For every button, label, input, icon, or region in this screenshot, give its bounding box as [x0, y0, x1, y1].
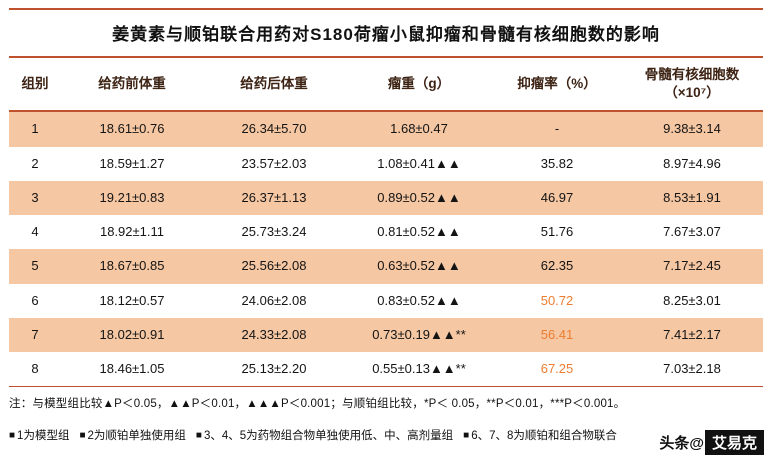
- cell-marrow-count: 7.67±3.07: [663, 224, 721, 240]
- cell-marrow-count: 7.17±2.45: [663, 258, 721, 274]
- table-note: 注：与模型组比较▲P＜0.05，▲▲P＜0.01，▲▲▲P＜0.001；与顺铂组…: [9, 398, 626, 411]
- legend-item-label: 6、7、8为顺铂和组合物联合: [471, 430, 617, 443]
- legend-item: ■ 1为模型组: [9, 427, 69, 443]
- table-body: 1 18.61±0.76 26.34±5.70 1.68±0.47 - 9.38…: [9, 111, 763, 386]
- cell-tumor-weight: 1.68±0.47: [390, 121, 448, 137]
- cell-group: 6: [31, 292, 39, 308]
- table-row: 1 18.61±0.76 26.34±5.70 1.68±0.47 - 9.38…: [9, 111, 763, 147]
- table-row: 3 19.21±0.83 26.37±1.13 0.89±0.52▲▲ 46.9…: [9, 180, 763, 216]
- cell-group: 8: [31, 361, 39, 377]
- legend-square-icon: ■: [195, 429, 202, 441]
- table-row: 2 18.59±1.27 23.57±2.03 1.08±0.41▲▲ 35.8…: [9, 147, 763, 181]
- cell-marrow-count: 8.53±1.91: [663, 189, 721, 205]
- cell-inhibition-rate: 51.76: [540, 224, 574, 240]
- watermark: 头条@ 艾易克: [653, 430, 764, 455]
- table-row: 6 18.12±0.57 24.06±2.08 0.83±0.52▲▲ 50.7…: [9, 284, 763, 318]
- page-title: 姜黄素与顺铂联合用药对S180荷瘤小鼠抑瘤和骨髓有核细胞数的影响: [112, 25, 660, 44]
- cell-post-weight: 23.57±2.03: [241, 155, 307, 171]
- cell-pre-weight: 18.59±1.27: [99, 155, 165, 171]
- cell-inhibition-rate: -: [554, 121, 560, 137]
- cell-group: 7: [31, 326, 39, 342]
- cell-post-weight: 25.73±3.24: [241, 224, 307, 240]
- legend-square-icon: ■: [9, 429, 16, 441]
- cell-tumor-weight: 1.08±0.41▲▲: [377, 155, 461, 171]
- cell-post-weight: 24.33±2.08: [241, 326, 307, 342]
- cell-inhibition-rate: 46.97: [540, 189, 574, 205]
- watermark-prefix: 头条@: [659, 435, 704, 452]
- cell-group: 4: [31, 224, 39, 240]
- col-header-group: 组别: [9, 58, 61, 113]
- top-rule: [9, 8, 763, 10]
- cell-group: 5: [31, 258, 39, 274]
- cell-inhibition-rate: 67.25: [540, 361, 574, 377]
- cell-inhibition-rate: 50.72: [540, 292, 574, 308]
- cell-group: 2: [31, 155, 39, 171]
- cell-marrow-count: 7.41±2.17: [663, 326, 721, 342]
- col-header-post-weight: 给药后体重: [203, 58, 345, 113]
- cell-group: 3: [31, 189, 39, 205]
- table-row: 7 18.02±0.91 24.33±2.08 0.73±0.19▲▲** 56…: [9, 317, 763, 353]
- legend-item-label: 1为模型组: [17, 430, 70, 443]
- watermark-name: 艾易克: [704, 430, 764, 455]
- table-header: 组别 给药前体重 给药后体重 瘤重（g） 抑瘤率（%） 骨髓有核细胞数 （×10…: [9, 58, 763, 113]
- data-table: 组别 给药前体重 给药后体重 瘤重（g） 抑瘤率（%） 骨髓有核细胞数 （×10…: [9, 58, 763, 386]
- cell-inhibition-rate: 56.41: [540, 326, 574, 342]
- title-rule: [9, 56, 763, 58]
- col-header-inhibition-rate: 抑瘤率（%）: [493, 58, 621, 113]
- legend-square-icon: ■: [463, 429, 470, 441]
- col-header-tumor-weight: 瘤重（g）: [345, 58, 493, 113]
- legend-item-label: 2为顺铂单独使用组: [87, 430, 186, 443]
- cell-pre-weight: 18.92±1.11: [99, 224, 164, 240]
- cell-tumor-weight: 0.73±0.19▲▲**: [372, 326, 466, 342]
- legend-item: ■ 3、4、5为药物组合物单独使用低、中、高剂量组: [196, 427, 453, 443]
- table-row: 5 18.67±0.85 25.56±2.08 0.63±0.52▲▲ 62.3…: [9, 249, 763, 284]
- cell-post-weight: 26.37±1.13: [241, 189, 307, 205]
- cell-tumor-weight: 0.55±0.13▲▲**: [372, 361, 466, 377]
- cell-tumor-weight: 0.83±0.52▲▲: [377, 292, 461, 308]
- cell-pre-weight: 19.21±0.83: [99, 189, 165, 205]
- table-row: 8 18.46±1.05 25.13±2.20 0.55±0.13▲▲** 67…: [9, 352, 763, 386]
- cell-marrow-count: 7.03±2.18: [663, 361, 721, 377]
- cell-tumor-weight: 0.81±0.52▲▲: [377, 224, 461, 240]
- cell-marrow-count: 8.97±4.96: [663, 155, 721, 171]
- cell-post-weight: 24.06±2.08: [241, 292, 307, 308]
- col-header-marrow-count: 骨髓有核细胞数 （×10⁷）: [621, 58, 763, 113]
- bottom-rule: [9, 386, 763, 388]
- col-header-pre-weight: 给药前体重: [61, 58, 203, 113]
- legend-item: ■ 2为顺铂单独使用组: [79, 427, 185, 443]
- cell-inhibition-rate: 35.82: [540, 155, 574, 171]
- cell-group: 1: [31, 121, 39, 137]
- header-row: 组别 给药前体重 给药后体重 瘤重（g） 抑瘤率（%） 骨髓有核细胞数 （×10…: [9, 58, 763, 113]
- cell-post-weight: 25.56±2.08: [241, 258, 307, 274]
- cell-pre-weight: 18.46±1.05: [99, 361, 165, 377]
- cell-post-weight: 25.13±2.20: [241, 361, 307, 377]
- cell-tumor-weight: 0.63±0.52▲▲: [377, 258, 461, 274]
- cell-inhibition-rate: 62.35: [540, 258, 574, 274]
- table-row: 4 18.92±1.11 25.73±3.24 0.81±0.52▲▲ 51.7…: [9, 215, 763, 249]
- cell-pre-weight: 18.67±0.85: [99, 258, 165, 274]
- legend-item-label: 3、4、5为药物组合物单独使用低、中、高剂量组: [203, 430, 454, 443]
- cell-post-weight: 26.34±5.70: [241, 121, 307, 137]
- cell-marrow-count: 8.25±3.01: [663, 292, 721, 308]
- legend-square-icon: ■: [79, 429, 86, 441]
- page: 姜黄素与顺铂联合用药对S180荷瘤小鼠抑瘤和骨髓有核细胞数的影响 组别 给药前体…: [9, 8, 763, 443]
- group-legend: ■ 1为模型组 ■ 2为顺铂单独使用组 ■ 3、4、5为药物组合物单独使用低、中…: [9, 413, 763, 443]
- cell-pre-weight: 18.61±0.76: [99, 121, 165, 137]
- cell-pre-weight: 18.02±0.91: [99, 326, 165, 342]
- cell-marrow-count: 9.38±3.14: [663, 121, 721, 137]
- legend-item: ■ 6、7、8为顺铂和组合物联合: [463, 427, 617, 443]
- cell-tumor-weight: 0.89±0.52▲▲: [377, 189, 461, 205]
- cell-pre-weight: 18.12±0.57: [99, 292, 165, 308]
